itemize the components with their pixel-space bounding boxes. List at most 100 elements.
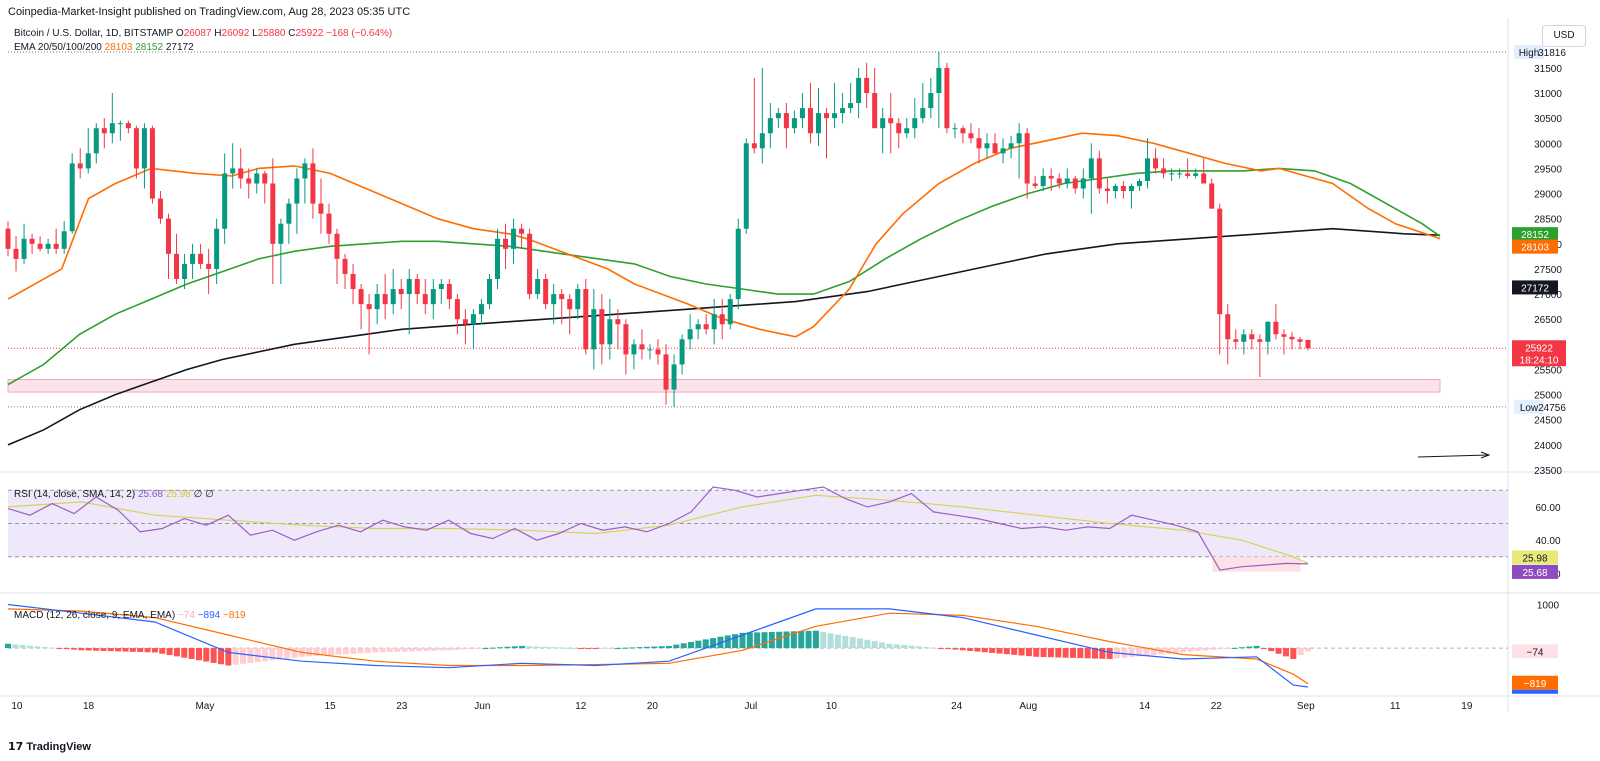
candle-body xyxy=(623,324,629,355)
candle-body xyxy=(109,123,115,134)
macd-histogram-bar xyxy=(1055,648,1062,658)
candle-body xyxy=(719,314,725,325)
candle-body xyxy=(567,299,573,310)
candle-body xyxy=(294,178,300,204)
x-tick-label: 24 xyxy=(951,701,963,712)
candle-body xyxy=(735,228,741,300)
x-tick-label: Sep xyxy=(1297,701,1315,712)
candle-body xyxy=(149,128,155,199)
candle-body xyxy=(454,299,460,320)
macd-histogram-bar xyxy=(1180,648,1187,653)
price-tick-label: 31000 xyxy=(1534,89,1562,100)
tradingview-logo[interactable]: 17 TradingView xyxy=(8,740,91,753)
macd-histogram-bar xyxy=(225,648,232,666)
macd-histogram-bar xyxy=(1297,648,1304,656)
macd-histogram-bar xyxy=(107,648,114,652)
candle-body xyxy=(1209,183,1215,209)
candle-body xyxy=(767,118,773,134)
macd-histogram-bar xyxy=(1290,648,1297,659)
macd-histogram-bar xyxy=(548,647,555,649)
macd-histogram-bar xyxy=(570,648,577,650)
candle-body xyxy=(848,103,854,109)
candle-body xyxy=(1217,208,1223,315)
macd-histogram-bar xyxy=(408,648,415,652)
high-value: 31816 xyxy=(1538,48,1566,59)
macd-histogram-bar xyxy=(834,634,841,649)
macd-histogram-bar xyxy=(945,648,952,650)
macd-histogram-bar xyxy=(688,641,695,649)
candle-body xyxy=(751,143,757,149)
candle-body xyxy=(695,324,701,330)
candle-body xyxy=(101,128,107,134)
ema50-line xyxy=(7,167,1441,386)
macd-histogram-bar xyxy=(416,648,423,652)
candle-body xyxy=(1265,321,1271,342)
macd-histogram-bar xyxy=(930,647,937,649)
macd-histogram-bar xyxy=(49,647,56,649)
macd-histogram-bar xyxy=(217,648,224,665)
macd-histogram-bar xyxy=(1143,648,1150,656)
candle-body xyxy=(663,354,669,390)
macd-histogram-bar xyxy=(232,648,239,665)
macd-histogram-bar xyxy=(19,645,26,649)
candle-body xyxy=(1233,339,1239,342)
macd-histogram-bar xyxy=(629,647,636,649)
candle-body xyxy=(824,113,830,119)
candle-body xyxy=(1185,173,1191,176)
ohlc-change: −168 (−0.64%) xyxy=(326,28,393,39)
candle-body xyxy=(350,273,356,290)
trend-arrow xyxy=(1417,454,1489,458)
macd-histogram-bar xyxy=(430,648,437,651)
macd-histogram-bar xyxy=(276,648,283,660)
x-tick-label: 12 xyxy=(575,701,587,712)
macd-histogram-bar xyxy=(651,646,658,649)
macd-histogram-bar xyxy=(306,648,313,657)
candle-body xyxy=(703,324,709,330)
candle-body xyxy=(679,339,685,365)
candle-body xyxy=(1120,186,1126,192)
ohlc-open-label: O xyxy=(175,28,184,39)
candle-body xyxy=(286,203,292,224)
candle-body xyxy=(174,253,180,279)
candle-body xyxy=(69,163,75,232)
candle-body xyxy=(157,198,163,219)
candle-body xyxy=(438,284,444,290)
candle-body xyxy=(1072,178,1078,189)
candle-body xyxy=(414,278,420,295)
candle-body xyxy=(968,133,974,139)
macd-histogram-bar xyxy=(607,648,614,650)
macd-histogram-bar xyxy=(386,648,393,653)
macd-histogram-bar xyxy=(915,646,922,649)
candle-body xyxy=(182,263,188,279)
macd-histogram-bar xyxy=(996,648,1003,654)
macd-histogram-bar xyxy=(1150,648,1157,656)
candle-body xyxy=(165,218,171,254)
macd-histogram-bar xyxy=(497,647,504,649)
candle-body xyxy=(45,243,51,249)
candle-body xyxy=(503,238,509,249)
x-tick-label: 19 xyxy=(1461,701,1473,712)
candle-body xyxy=(1056,178,1062,184)
macd-signal-line xyxy=(7,608,1309,685)
macd-histogram-bar xyxy=(1121,648,1128,658)
macd-histogram-bar xyxy=(1077,648,1084,659)
price-tick-label: 25500 xyxy=(1534,365,1562,376)
ema100-badge: 27172 xyxy=(1521,283,1549,294)
macd-histogram-bar xyxy=(467,648,474,650)
macd-histogram-bar xyxy=(453,648,460,650)
ema50-badge: 28152 xyxy=(1521,230,1549,241)
candle-body xyxy=(775,113,781,119)
macd-histogram-bar xyxy=(798,631,805,649)
macd-histogram-bar xyxy=(364,648,371,653)
candle-body xyxy=(1281,334,1287,337)
x-tick-label: Jul xyxy=(744,701,757,712)
macd-histogram-bar xyxy=(1194,648,1201,652)
tv-brand: TradingView xyxy=(26,741,91,753)
candle-body xyxy=(302,163,308,179)
macd-signal-badge: −819 xyxy=(1524,679,1547,690)
candle-body xyxy=(37,243,43,249)
rsi-tick-label: 60.00 xyxy=(1535,503,1560,514)
currency-button[interactable]: USD xyxy=(1542,25,1586,47)
macd-histogram-bar xyxy=(1106,648,1113,659)
